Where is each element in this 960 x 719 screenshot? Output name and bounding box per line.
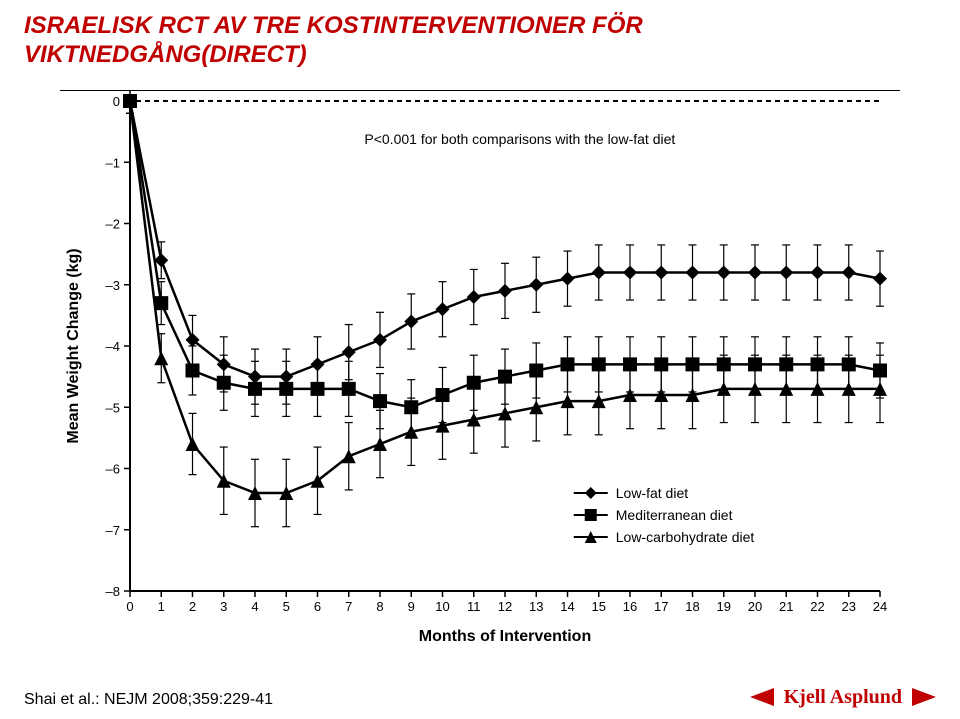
svg-text:7: 7 bbox=[345, 599, 352, 614]
svg-text:22: 22 bbox=[810, 599, 824, 614]
svg-text:9: 9 bbox=[408, 599, 415, 614]
svg-text:–7: –7 bbox=[106, 523, 120, 538]
svg-text:Mean Weight Change (kg): Mean Weight Change (kg) bbox=[65, 248, 82, 443]
svg-text:–5: –5 bbox=[106, 400, 120, 415]
svg-text:24: 24 bbox=[873, 599, 887, 614]
svg-text:–2: –2 bbox=[106, 217, 120, 232]
prev-arrow-icon[interactable] bbox=[744, 685, 778, 709]
svg-text:19: 19 bbox=[717, 599, 731, 614]
svg-text:16: 16 bbox=[623, 599, 637, 614]
svg-text:Mediterranean diet: Mediterranean diet bbox=[616, 507, 733, 523]
svg-text:2: 2 bbox=[189, 599, 196, 614]
svg-text:14: 14 bbox=[560, 599, 574, 614]
svg-text:Months of Intervention: Months of Intervention bbox=[419, 628, 591, 645]
svg-text:4: 4 bbox=[251, 599, 258, 614]
svg-text:–4: –4 bbox=[106, 339, 120, 354]
svg-text:18: 18 bbox=[685, 599, 699, 614]
title-line-2: VIKTNEDGÅNG(DIRECT) bbox=[24, 41, 936, 70]
svg-text:11: 11 bbox=[467, 599, 481, 614]
slide-title: ISRAELISK RCT AV TRE KOSTINTERVENTIONER … bbox=[0, 0, 960, 74]
chart-svg: –8–7–6–5–4–3–2–1001234567891011121314151… bbox=[60, 91, 900, 651]
svg-text:0: 0 bbox=[113, 94, 120, 109]
svg-text:21: 21 bbox=[779, 599, 793, 614]
svg-text:23: 23 bbox=[842, 599, 856, 614]
svg-text:15: 15 bbox=[592, 599, 606, 614]
svg-text:–8: –8 bbox=[106, 584, 120, 599]
svg-text:Low-fat diet: Low-fat diet bbox=[616, 485, 688, 501]
svg-text:13: 13 bbox=[529, 599, 543, 614]
svg-text:Low-carbohydrate diet: Low-carbohydrate diet bbox=[616, 529, 755, 545]
svg-text:5: 5 bbox=[283, 599, 290, 614]
author-corner: Kjell Asplund bbox=[744, 685, 942, 709]
svg-text:8: 8 bbox=[376, 599, 383, 614]
next-arrow-icon[interactable] bbox=[908, 685, 942, 709]
svg-text:6: 6 bbox=[314, 599, 321, 614]
svg-text:12: 12 bbox=[498, 599, 512, 614]
citation: Shai et al.: NEJM 2008;359:229-41 bbox=[24, 691, 273, 709]
svg-text:–6: –6 bbox=[106, 462, 120, 477]
svg-text:3: 3 bbox=[220, 599, 227, 614]
weight-change-chart: –8–7–6–5–4–3–2–1001234567891011121314151… bbox=[60, 90, 900, 650]
svg-text:–3: –3 bbox=[106, 278, 120, 293]
svg-text:P<0.001 for both comparisons w: P<0.001 for both comparisons with the lo… bbox=[364, 131, 675, 147]
author-name: Kjell Asplund bbox=[784, 686, 902, 709]
svg-text:20: 20 bbox=[748, 599, 762, 614]
svg-text:1: 1 bbox=[158, 599, 165, 614]
title-line-1: ISRAELISK RCT AV TRE KOSTINTERVENTIONER … bbox=[24, 12, 936, 41]
svg-text:17: 17 bbox=[654, 599, 668, 614]
svg-text:10: 10 bbox=[435, 599, 449, 614]
svg-text:–1: –1 bbox=[106, 155, 120, 170]
svg-text:0: 0 bbox=[126, 599, 133, 614]
